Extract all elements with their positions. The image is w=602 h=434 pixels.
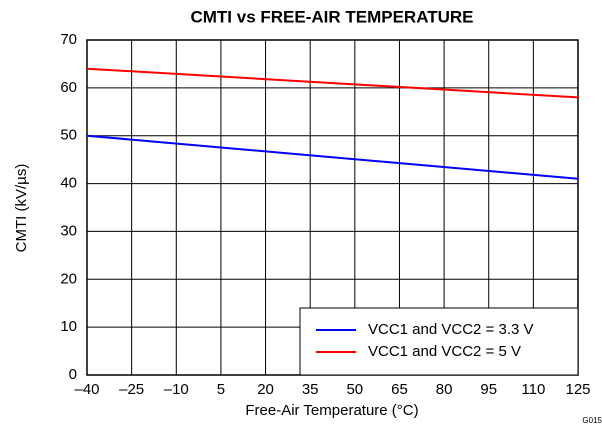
x-tick-label: 65 xyxy=(391,381,408,398)
y-tick-label: 30 xyxy=(60,222,77,239)
y-tick-label: 20 xyxy=(60,270,77,287)
x-tick-label: 35 xyxy=(302,381,319,398)
x-tick-label: 20 xyxy=(257,381,274,398)
legend-label: VCC1 and VCC2 = 3.3 V xyxy=(368,321,534,338)
figure-code: G015 xyxy=(582,416,602,425)
y-tick-label: 0 xyxy=(69,366,77,383)
y-tick-label: 40 xyxy=(60,175,77,192)
x-tick-label: 125 xyxy=(565,381,590,398)
x-tick-label: –10 xyxy=(164,381,189,398)
y-tick-label: 10 xyxy=(60,318,77,335)
y-axis-label: CMTI (kV/µs) xyxy=(13,164,30,253)
series-line xyxy=(86,134,579,180)
legend-box xyxy=(299,307,579,376)
x-tick-label: –40 xyxy=(74,381,99,398)
x-tick-label: 80 xyxy=(436,381,453,398)
chart-title: CMTI vs FREE-AIR TEMPERATURE xyxy=(190,7,473,26)
x-axis-label: Free-Air Temperature (°C) xyxy=(245,402,418,419)
series-line xyxy=(86,67,579,99)
x-tick-label: –25 xyxy=(119,381,144,398)
y-tick-label: 70 xyxy=(60,31,77,48)
y-tick-label: 60 xyxy=(60,79,77,96)
x-tick-label: 50 xyxy=(346,381,363,398)
x-tick-label: 95 xyxy=(480,381,497,398)
x-tick-label: 110 xyxy=(521,381,545,398)
x-tick-label: 5 xyxy=(217,381,225,398)
y-tick-label: 50 xyxy=(60,127,77,144)
legend-label: VCC1 and VCC2 = 5 V xyxy=(368,343,521,360)
